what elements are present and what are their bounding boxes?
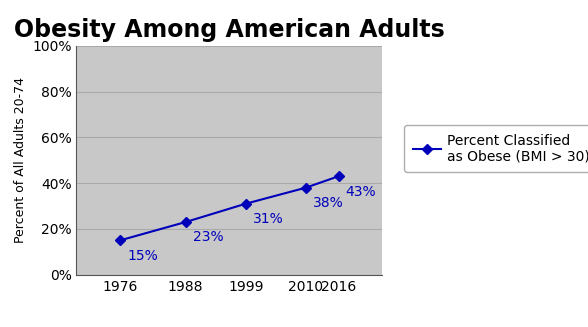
Percent Classified
as Obese (BMI > 30) <box>242 202 249 206</box>
Text: 23%: 23% <box>193 231 223 245</box>
Text: 31%: 31% <box>253 212 283 226</box>
Text: 38%: 38% <box>313 196 343 210</box>
Line: Percent Classified
as Obese (BMI > 30): Percent Classified as Obese (BMI > 30) <box>116 173 342 244</box>
Percent Classified
as Obese (BMI > 30) <box>335 174 342 178</box>
Y-axis label: Percent of All Adults 20-74: Percent of All Adults 20-74 <box>14 77 26 243</box>
Text: 43%: 43% <box>346 185 376 199</box>
Text: 15%: 15% <box>127 249 158 263</box>
Title: Obesity Among American Adults: Obesity Among American Adults <box>14 18 445 43</box>
Percent Classified
as Obese (BMI > 30) <box>182 220 189 224</box>
Percent Classified
as Obese (BMI > 30) <box>116 238 123 242</box>
Percent Classified
as Obese (BMI > 30) <box>302 186 309 190</box>
Legend: Percent Classified
as Obese (BMI > 30): Percent Classified as Obese (BMI > 30) <box>405 125 588 172</box>
